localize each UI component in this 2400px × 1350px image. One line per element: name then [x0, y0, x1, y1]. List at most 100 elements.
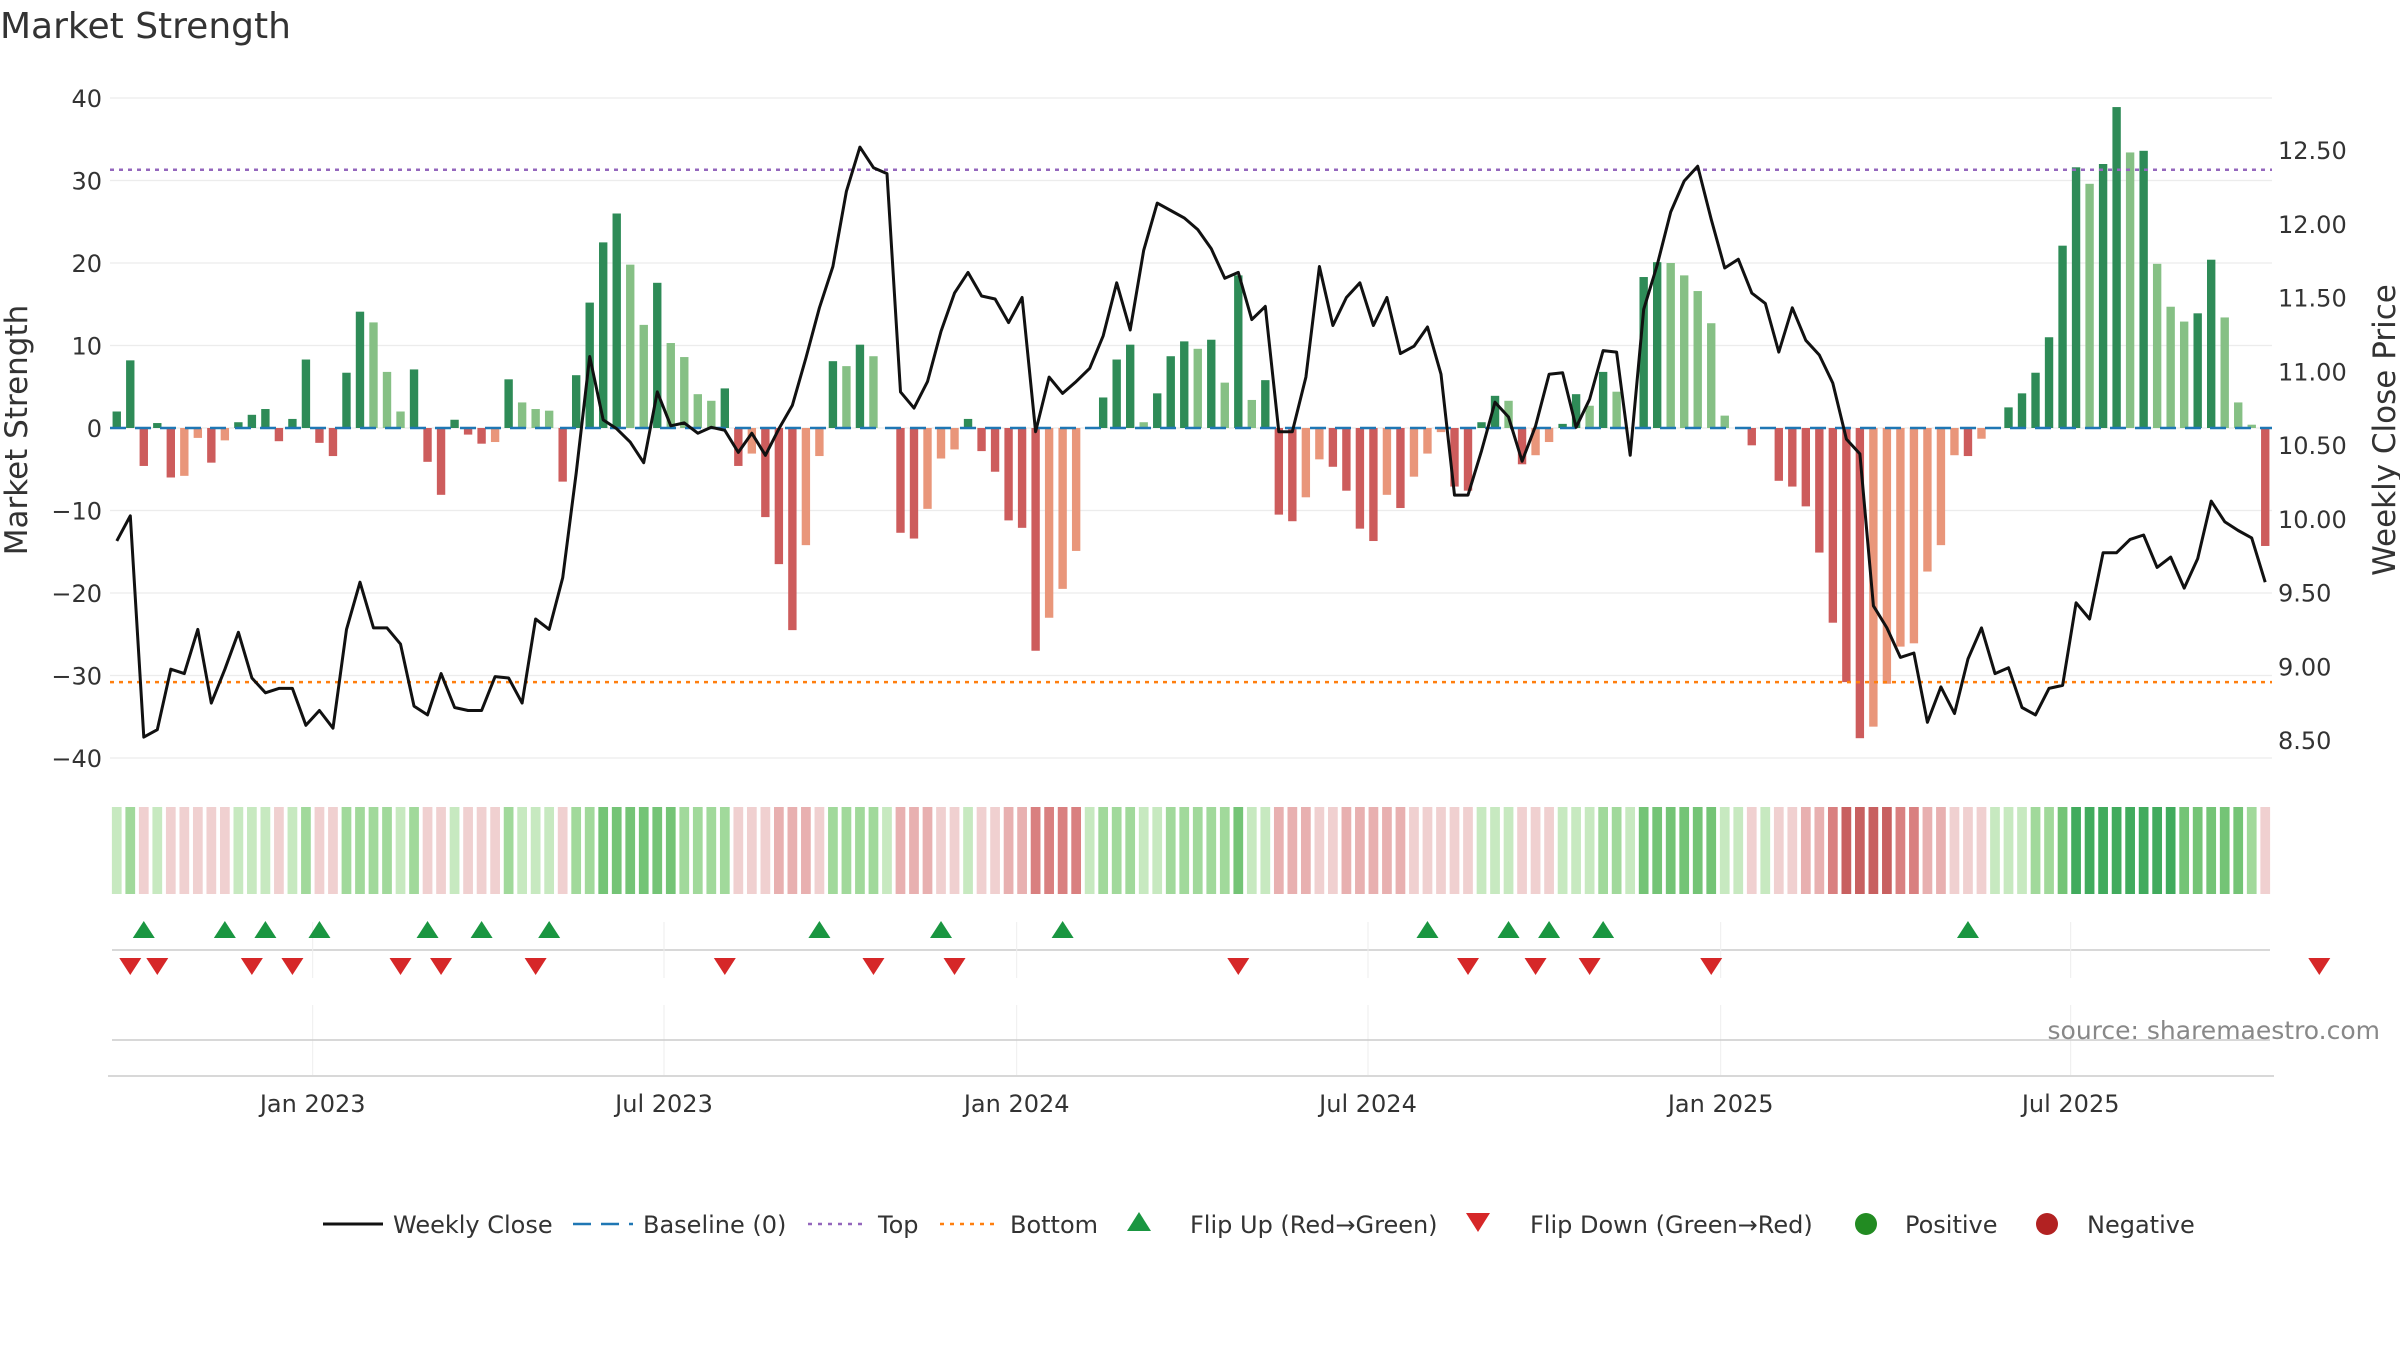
heat-cell: [503, 807, 514, 894]
heat-cell: [490, 807, 500, 894]
strength-bar: [2085, 183, 2094, 428]
heat-cell: [1733, 807, 1744, 894]
strength-bar: [774, 428, 784, 565]
strength-bar: [963, 418, 973, 428]
strength-bar: [2261, 428, 2270, 546]
legend-label-flip-down: Flip Down (Green→Red): [1530, 1211, 1813, 1239]
strength-bar: [544, 410, 554, 428]
heat-cell: [1030, 807, 1041, 894]
y-tick-label: 0: [87, 415, 102, 443]
heat-cell: [1990, 807, 2000, 894]
left-axis-ticks: 40 30 20 10 0 −10 −20 −30 −40: [51, 85, 102, 773]
strength-bar: [2071, 167, 2081, 429]
heat-cell: [125, 807, 136, 894]
strength-bar: [1017, 428, 1027, 528]
heat-cell: [719, 807, 730, 894]
strength-bar: [1180, 341, 1189, 428]
strength-bar: [788, 428, 797, 631]
strength-bar: [1923, 428, 1932, 572]
x-tick-label: Jul 2023: [613, 1090, 713, 1118]
heat-cell: [2206, 807, 2217, 894]
heat-cell: [638, 807, 649, 894]
legend: Weekly Close Baseline (0) Top Bottom Fli…: [323, 1211, 2195, 1239]
flip-up-marker: [1497, 921, 1520, 938]
strength-bar: [2058, 245, 2067, 428]
weekly-close-line: [115, 145, 2267, 739]
heat-cell: [611, 807, 622, 894]
heat-cell: [814, 807, 825, 894]
flip-down-marker: [240, 958, 263, 975]
heat-cell: [476, 807, 487, 894]
heat-cell: [1382, 807, 1392, 894]
heat-cell: [2057, 807, 2068, 894]
strength-bar: [1490, 395, 1500, 428]
heat-cell: [1517, 807, 1527, 894]
strength-bar: [977, 428, 986, 452]
flip-down-marker: [389, 958, 412, 975]
flip-up-marker: [538, 921, 561, 938]
strength-bar: [1842, 428, 1851, 683]
flip-up-marker: [132, 921, 155, 938]
heat-cell: [1557, 807, 1568, 894]
heat-cell: [301, 807, 311, 894]
heat-cell: [841, 807, 852, 894]
strength-bar: [1031, 428, 1040, 651]
heat-cell: [1719, 807, 1730, 894]
heat-cell: [760, 807, 771, 894]
x-axis-ticks: Jan 2023 Jul 2023 Jan 2024 Jul 2024 Jan 2025…: [258, 1090, 2120, 1118]
y-tick-label: 10: [71, 333, 102, 361]
strength-bar: [842, 366, 851, 428]
strength-bar: [1707, 323, 1716, 428]
heat-cell: [1760, 807, 1771, 894]
strength-bar: [517, 402, 527, 428]
strength-bar: [2234, 402, 2243, 428]
y2-tick-label: 10.50: [2278, 432, 2347, 460]
strength-bar: [950, 428, 959, 450]
strength-bar: [1612, 391, 1621, 428]
strength-bar: [409, 369, 419, 428]
heat-cell: [2165, 807, 2176, 894]
strength-bar: [747, 428, 757, 454]
strength-bar: [2193, 313, 2202, 428]
flip-down-marker: [1578, 958, 1601, 975]
strength-bar: [531, 409, 540, 428]
heat-cell: [1395, 807, 1406, 894]
strength-bar: [558, 428, 567, 482]
heat-cell: [233, 807, 244, 894]
legend-label-weekly-close: Weekly Close: [393, 1211, 553, 1239]
strength-bar: [1207, 339, 1216, 428]
strength-bar: [1882, 428, 1892, 684]
heat-cell: [2219, 807, 2230, 894]
strength-bar: [153, 423, 162, 428]
heat-cell: [2125, 807, 2135, 894]
strength-bar: [1463, 428, 1473, 491]
flip-up-marker: [470, 921, 493, 938]
flip-up-marker: [308, 921, 331, 938]
heat-cell: [625, 807, 636, 894]
strength-bar: [180, 428, 189, 476]
strength-bar: [450, 419, 459, 428]
flip-down-marker: [1457, 958, 1480, 975]
flip-up-marker: [808, 921, 831, 938]
flip-up-marker: [930, 921, 953, 938]
strength-heat-strip: [111, 807, 2271, 894]
legend-swatch-flip-up: [1127, 1212, 1151, 1231]
heat-cell: [1625, 807, 1636, 894]
strength-bar: [1166, 356, 1175, 428]
lower-panel: [108, 1005, 2274, 1077]
heat-cell: [247, 807, 257, 894]
flip-up-marker: [1051, 921, 1074, 938]
heat-cell: [138, 807, 149, 894]
strength-bar: [166, 428, 175, 478]
heat-cell: [936, 807, 946, 894]
heat-cell: [1841, 807, 1852, 894]
heat-cell: [949, 807, 960, 894]
strength-bar: [207, 428, 216, 463]
strength-bar: [707, 400, 716, 428]
heat-cell: [855, 807, 865, 894]
heat-cell: [206, 807, 217, 894]
flip-up-marker: [1592, 921, 1615, 938]
heat-cell: [1922, 807, 1933, 894]
flip-down-marker: [119, 958, 142, 975]
strength-bar: [1220, 382, 1229, 428]
